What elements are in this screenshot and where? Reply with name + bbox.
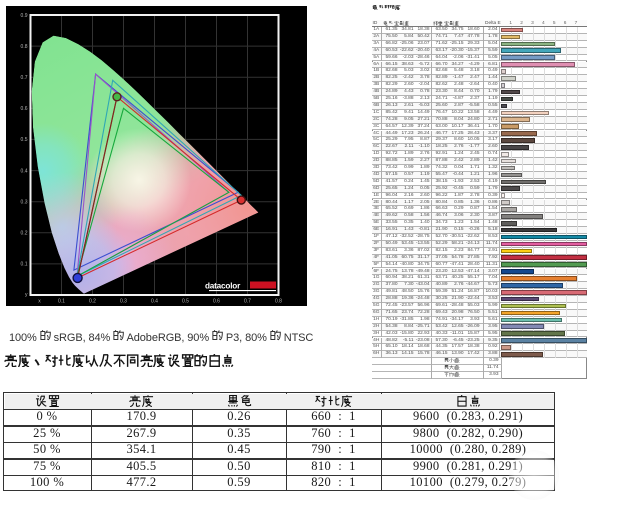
svg-text:y: y	[25, 292, 28, 298]
svg-text:0.2: 0.2	[21, 231, 28, 237]
svg-text:0.9: 0.9	[21, 13, 28, 19]
svg-text:0.4: 0.4	[21, 168, 28, 174]
svg-text:0.2: 0.2	[89, 299, 96, 305]
svg-text:0.7: 0.7	[244, 299, 251, 305]
svg-text:0.1: 0.1	[58, 299, 65, 305]
svg-text:0.1: 0.1	[21, 262, 28, 268]
svg-text:datacolor: datacolor	[205, 281, 241, 290]
svg-text:0.4: 0.4	[151, 299, 158, 305]
svg-text:x: x	[38, 299, 41, 305]
svg-text:0.7: 0.7	[21, 75, 28, 81]
svg-text:0.5: 0.5	[182, 299, 189, 305]
svg-text:0.3: 0.3	[21, 200, 28, 206]
svg-text:0.5: 0.5	[21, 137, 28, 143]
svg-text:0.3: 0.3	[120, 299, 127, 305]
svg-text:0.8: 0.8	[275, 299, 282, 305]
svg-text:0.6: 0.6	[213, 299, 220, 305]
svg-text:0.6: 0.6	[21, 106, 28, 112]
svg-text:0.8: 0.8	[21, 44, 28, 50]
